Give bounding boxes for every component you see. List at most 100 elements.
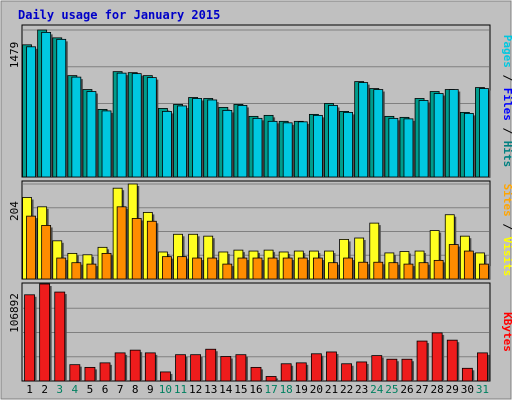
legend-entry: Visits: [501, 237, 512, 277]
x-tick-label-day-31: 31: [476, 383, 489, 396]
bar-sites-day-30: [463, 250, 474, 280]
bar-files-day-27: [418, 100, 429, 178]
bar-sites-day-26: [403, 263, 414, 280]
bar-files-day-28: [433, 93, 444, 178]
legend-separator: /: [501, 68, 512, 88]
legend-entry: Hits: [501, 141, 512, 168]
bar-kbytes-day-18: [280, 363, 292, 382]
bar-sites-day-31: [479, 263, 489, 280]
x-tick-label-day-13: 13: [204, 383, 217, 396]
x-tick-label-day-20: 20: [310, 383, 323, 396]
x-tick-label-day-9: 9: [147, 383, 154, 396]
bar-sites-day-29: [448, 244, 459, 280]
bar-kbytes-day-1: [24, 294, 35, 382]
x-tick-label-day-27: 27: [415, 383, 428, 396]
bar-kbytes-day-11: [175, 354, 186, 382]
bar-sites-day-2: [41, 225, 52, 280]
legend-entry: Files: [501, 88, 512, 121]
bar-files-day-20: [312, 114, 323, 178]
bar-files-day-18: [282, 122, 293, 178]
bar-files-day-14: [222, 110, 233, 178]
bar-files-day-31: [479, 88, 489, 178]
bar-sites-day-1: [26, 215, 36, 280]
bar-kbytes-day-9: [144, 352, 156, 382]
bar-kbytes-day-25: [386, 358, 398, 382]
bar-kbytes-day-27: [416, 340, 428, 382]
bar-kbytes-day-15: [235, 354, 247, 382]
bar-files-day-7: [116, 72, 127, 178]
bar-sites-day-24: [373, 261, 384, 280]
bar-kbytes-day-3: [54, 291, 66, 382]
x-tick-label-day-5: 5: [87, 383, 94, 396]
bar-kbytes-day-30: [461, 367, 473, 382]
x-tick-label-day-29: 29: [446, 383, 459, 396]
bar-sites-day-28: [433, 259, 444, 280]
bar-sites-day-5: [86, 263, 97, 280]
bar-sites-day-19: [297, 257, 308, 280]
x-tick-label-day-16: 16: [249, 383, 262, 396]
bar-files-day-19: [297, 121, 308, 178]
bar-kbytes-day-22: [341, 363, 352, 382]
bar-files-day-23: [358, 82, 369, 178]
x-tick-label-day-26: 26: [400, 383, 413, 396]
y-axis-max-label: 106892: [8, 293, 21, 333]
x-tick-label-day-18: 18: [280, 383, 293, 396]
bar-files-day-1: [26, 46, 36, 178]
bar-sites-day-25: [388, 262, 399, 280]
legend: Sites / Visits: [501, 184, 512, 277]
x-tick-label-day-17: 17: [264, 383, 277, 396]
bar-sites-day-11: [177, 256, 187, 280]
bar-sites-day-14: [222, 263, 233, 280]
bar-kbytes-day-4: [69, 364, 81, 382]
bar-kbytes-day-2: [39, 283, 51, 382]
bar-kbytes-day-31: [477, 352, 488, 382]
x-tick-label-day-10: 10: [159, 383, 172, 396]
x-tick-label-day-12: 12: [189, 383, 202, 396]
bar-kbytes-day-23: [356, 361, 368, 382]
bar-sites-day-18: [282, 257, 293, 280]
x-tick-label-day-1: 1: [26, 383, 33, 396]
bar-files-day-22: [343, 111, 353, 178]
x-tick-label-day-3: 3: [56, 383, 63, 396]
bar-files-day-4: [71, 76, 82, 178]
x-tick-label-day-28: 28: [431, 383, 444, 396]
bar-files-day-12: [192, 98, 203, 178]
x-tick-label-day-14: 14: [219, 383, 233, 396]
bar-kbytes-day-16: [250, 366, 262, 382]
x-tick-label-day-21: 21: [325, 383, 338, 396]
bar-kbytes-day-24: [371, 355, 383, 382]
bar-sites-day-3: [56, 257, 67, 280]
bar-kbytes-day-29: [446, 339, 458, 382]
bar-kbytes-day-12: [190, 354, 202, 382]
bar-kbytes-day-13: [205, 348, 217, 382]
chart-panels: 1479 Pages / Files / Hits 204 Sites / Visit…: [8, 24, 512, 382]
x-tick-label-day-23: 23: [355, 383, 368, 396]
bar-files-day-9: [146, 77, 157, 178]
x-tick-label-day-15: 15: [234, 383, 247, 396]
legend: KBytes: [501, 312, 512, 352]
x-tick-label-day-2: 2: [41, 383, 48, 396]
bar-kbytes-day-5: [84, 366, 96, 382]
x-tick-label-day-22: 22: [340, 383, 353, 396]
bar-files-day-26: [403, 118, 414, 178]
panel-pages-files-hits: 1479 Pages / Files / Hits: [8, 24, 512, 178]
legend-entry: KBytes: [501, 312, 512, 352]
bar-kbytes-day-21: [326, 351, 337, 382]
bar-kbytes-day-17: [265, 376, 277, 382]
bar-sites-day-22: [343, 257, 353, 280]
bar-kbytes-day-8: [129, 349, 141, 382]
bar-sites-day-8: [131, 218, 142, 280]
bar-kbytes-day-28: [431, 332, 443, 382]
bar-files-day-25: [388, 117, 399, 178]
bar-files-day-29: [448, 89, 459, 178]
bar-sites-day-9: [146, 220, 157, 280]
x-tick-label-day-8: 8: [132, 383, 139, 396]
bar-sites-day-17: [267, 257, 278, 280]
bar-files-day-13: [207, 99, 218, 178]
bar-kbytes-day-6: [99, 362, 111, 382]
bar-files-day-10: [162, 111, 172, 178]
legend: Pages / Files / Hits: [501, 35, 512, 168]
x-tick-label-day-4: 4: [72, 383, 79, 396]
x-tick-label-day-6: 6: [102, 383, 109, 396]
